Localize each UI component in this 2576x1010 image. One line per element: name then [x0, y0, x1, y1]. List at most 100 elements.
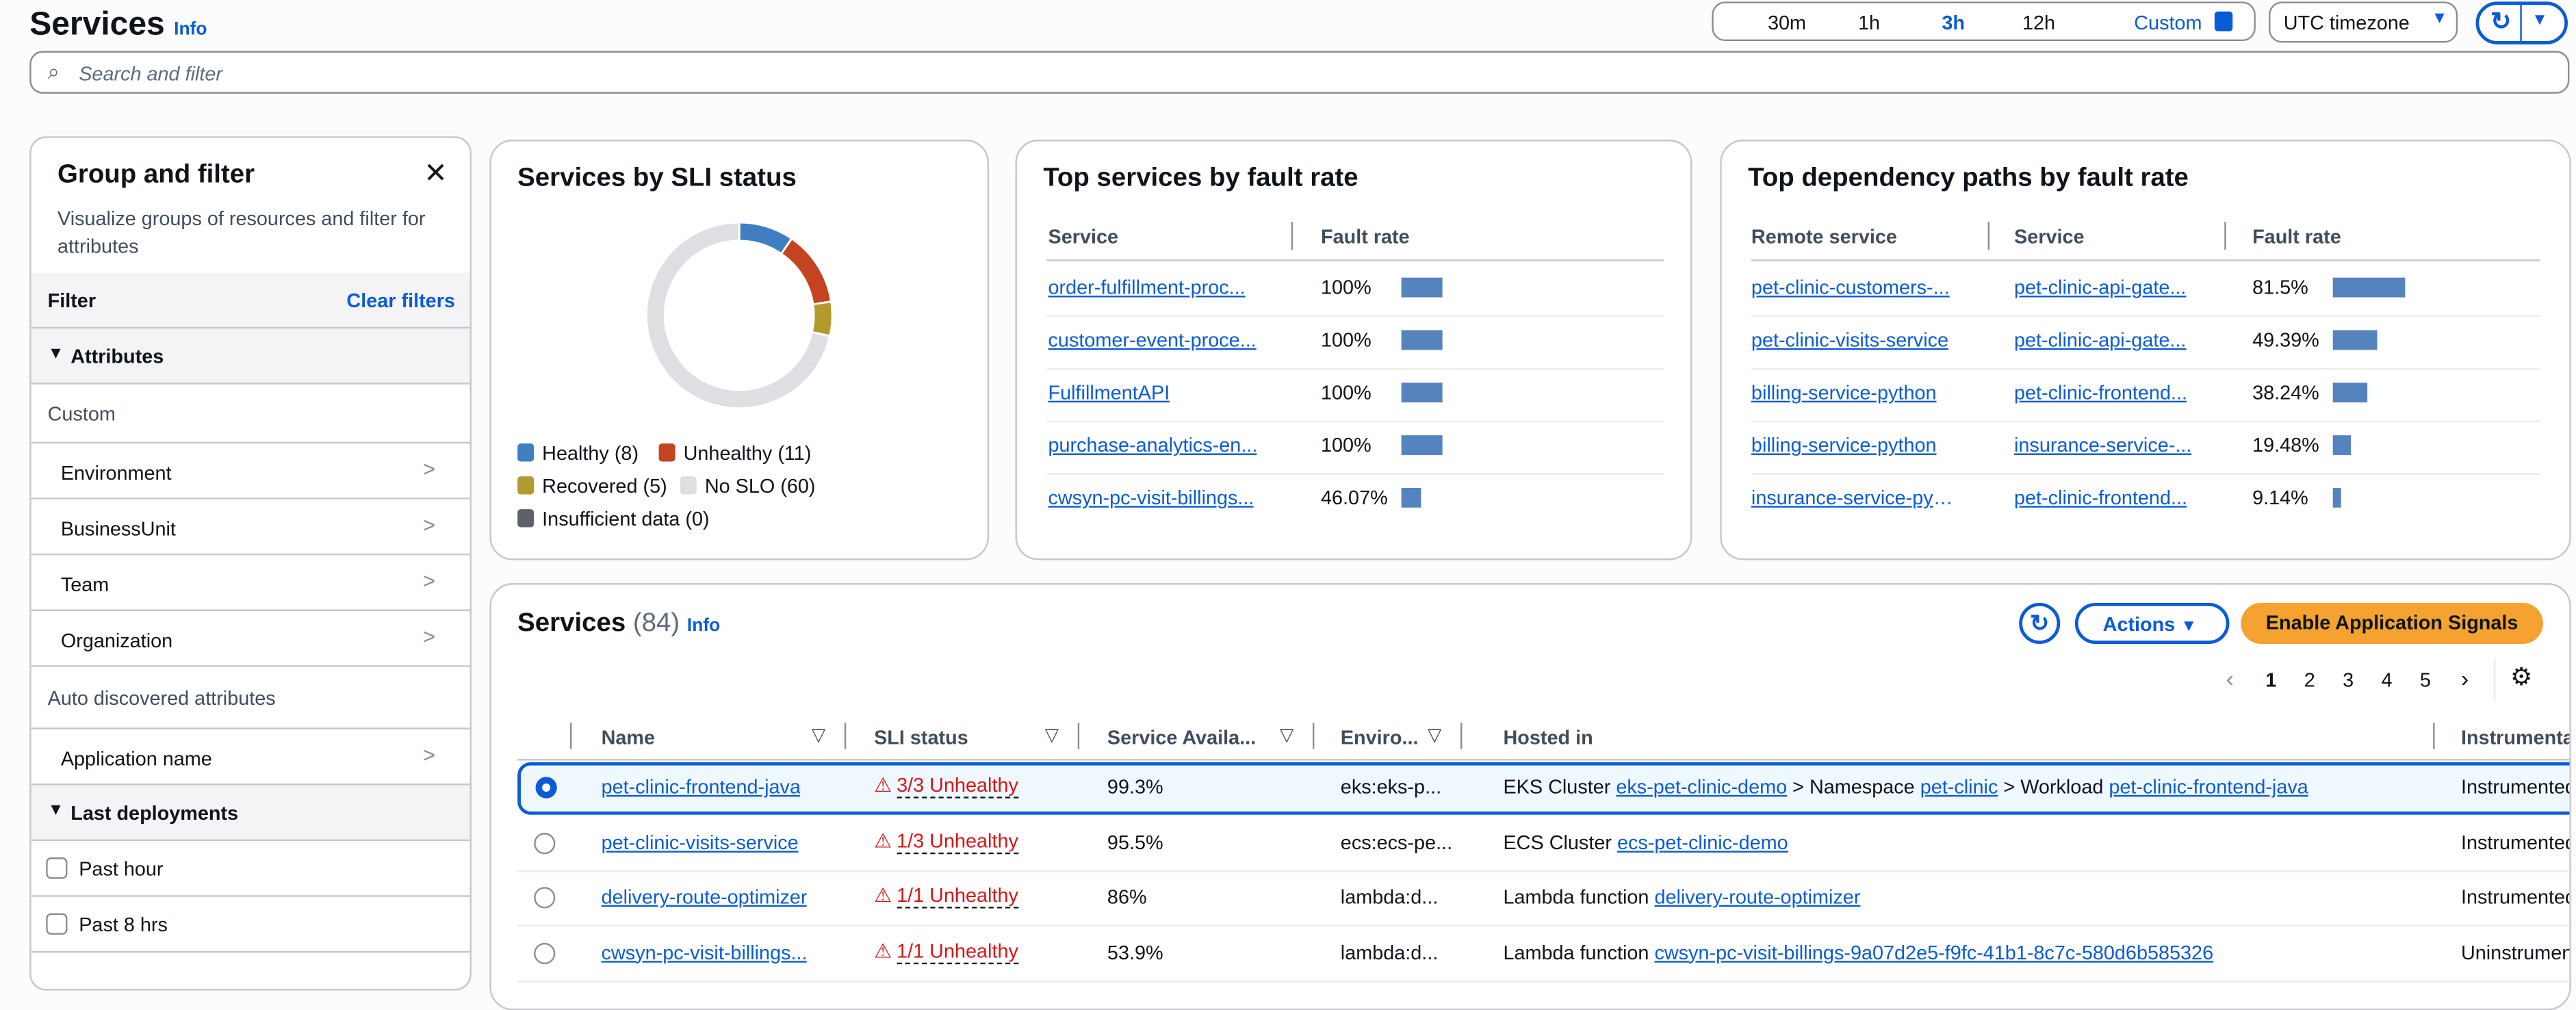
time-option-12h[interactable]: 12h	[2022, 11, 2056, 35]
fault-rate-bar	[2332, 383, 2367, 403]
remote-service-link[interactable]: billing-service-python	[1751, 380, 1937, 404]
info-link[interactable]: Info	[174, 19, 207, 40]
service-link[interactable]: insurance-service-...	[2014, 433, 2192, 457]
row-radio[interactable]	[535, 777, 557, 799]
hosted-resource-link[interactable]: eks-pet-clinic-demo	[1616, 775, 1788, 799]
close-icon[interactable]: ✕	[424, 157, 448, 190]
settings-gear-icon[interactable]: ⚙	[2510, 663, 2533, 692]
page-4-button[interactable]: 4	[2381, 669, 2393, 692]
legend-swatch	[680, 476, 697, 495]
service-link[interactable]: FulfillmentAPI	[1048, 380, 1170, 404]
service-link[interactable]: pet-clinic-frontend...	[2014, 486, 2188, 510]
column-header[interactable]: Instrumenta	[2460, 726, 2571, 749]
fault-rate-value: 19.48%	[2252, 433, 2319, 457]
donut-segment-unhealthy[interactable]	[782, 239, 830, 304]
previous-page-icon[interactable]: ‹	[2226, 665, 2234, 692]
sort-icon[interactable]: ▽	[811, 726, 826, 746]
refresh-icon[interactable]: ↻	[2490, 8, 2512, 36]
legend-swatch	[658, 443, 675, 462]
refresh-split-button[interactable]: ↻ ▼	[2475, 1, 2568, 44]
card-title: Services by SLI status	[517, 164, 797, 192]
column-header[interactable]: Service Availa...	[1107, 726, 1257, 749]
chevron-right-icon: >	[422, 568, 436, 593]
filter-item-environment[interactable]: Environment >	[31, 441, 470, 498]
sli-status: ⚠ 1/1 Unhealthy	[874, 883, 1018, 909]
service-link[interactable]: cwsyn-pc-visit-billings...	[1048, 486, 1254, 510]
sort-icon[interactable]: ▽	[1044, 726, 1059, 746]
filter-item-team[interactable]: Team >	[31, 553, 470, 610]
filter-past-8-hrs[interactable]: Past 8 hrs	[31, 895, 470, 951]
environment-value: lambda:d...	[1340, 940, 1439, 963]
last-deployments-section-toggle[interactable]: ▼ Last deployments	[31, 784, 470, 840]
remote-service-link[interactable]: billing-service-python	[1751, 433, 1937, 457]
filter-item-businessunit[interactable]: BusinessUnit >	[31, 497, 470, 554]
timezone-select[interactable]: UTC timezone ▼	[2269, 1, 2458, 43]
column-header[interactable]: Enviro...	[1340, 726, 1419, 749]
column-header[interactable]: Name	[601, 726, 656, 749]
time-option-custom[interactable]: Custom	[2134, 11, 2202, 35]
remote-service-link[interactable]: insurance-service-pyt...	[1751, 486, 1955, 510]
donut-segment-recovered[interactable]	[813, 302, 832, 335]
search-icon: ⌕	[47, 59, 60, 84]
table-row[interactable]: pet-clinic-visits-service ⚠ 1/3 Unhealthy 9…	[517, 817, 2569, 870]
service-link[interactable]: purchase-analytics-en...	[1048, 433, 1258, 457]
sort-icon[interactable]: ▽	[1279, 726, 1294, 746]
service-link[interactable]: customer-event-proce...	[1048, 328, 1257, 352]
donut-segment-healthy[interactable]	[740, 223, 790, 252]
caret-down-icon[interactable]: ▼	[2532, 11, 2548, 30]
checkbox[interactable]	[46, 857, 68, 879]
refresh-icon: ↻	[2030, 609, 2050, 636]
service-name-link[interactable]: cwsyn-pc-visit-billings...	[601, 940, 808, 963]
actions-dropdown-button[interactable]: Actions ▼	[2074, 602, 2230, 644]
warning-icon: ⚠	[874, 938, 892, 962]
time-option-3h[interactable]: 3h	[1942, 11, 1966, 35]
refresh-button[interactable]: ↻	[2019, 602, 2061, 644]
table-row[interactable]: delivery-route-optimizer ⚠ 1/1 Unhealthy 86…	[517, 872, 2569, 925]
page-1-button[interactable]: 1	[2265, 669, 2277, 692]
remote-service-link[interactable]: pet-clinic-visits-service	[1751, 328, 1949, 352]
sort-icon[interactable]: ▽	[1428, 726, 1442, 746]
column-header[interactable]: SLI status	[874, 726, 968, 749]
caret-down-icon: ▼	[47, 801, 64, 820]
filter-past-hour[interactable]: Past hour	[31, 839, 470, 896]
page-2-button[interactable]: 2	[2304, 669, 2315, 692]
page-3-button[interactable]: 3	[2343, 669, 2354, 692]
page-5-button[interactable]: 5	[2419, 669, 2431, 692]
service-name-link[interactable]: pet-clinic-frontend-java	[601, 775, 801, 799]
time-range-selector[interactable]: 30m 1h 3h 12h Custom	[1712, 1, 2256, 42]
attributes-section-toggle[interactable]: ▼ Attributes	[31, 326, 470, 383]
table-row[interactable]: pet-clinic-frontend-java ⚠ 3/3 Unhealthy 99…	[517, 762, 2570, 815]
search-input[interactable]: ⌕ Search and filter	[29, 51, 2570, 94]
sli-status: ⚠ 1/1 Unhealthy	[874, 938, 1018, 963]
hosted-resource-link[interactable]: delivery-route-optimizer	[1654, 885, 1861, 909]
table-row[interactable]: cwsyn-pc-visit-billings... ⚠ 1/1 Unhealthy…	[517, 927, 2569, 980]
warning-icon: ⚠	[874, 829, 892, 852]
enable-application-signals-button[interactable]: Enable Application Signals	[2241, 602, 2543, 644]
service-name-link[interactable]: pet-clinic-visits-service	[601, 830, 799, 854]
remote-service-link[interactable]: pet-clinic-customers-...	[1751, 276, 1950, 299]
service-link[interactable]: pet-clinic-api-gate...	[2014, 276, 2187, 299]
info-link[interactable]: Info	[686, 616, 721, 636]
hosted-resource-link[interactable]: cwsyn-pc-visit-billings-9a07d2e5-f9fc-41…	[1654, 940, 2214, 963]
next-page-icon[interactable]: ›	[2460, 665, 2469, 692]
service-link[interactable]: order-fulfillment-proc...	[1048, 276, 1246, 299]
filter-item-organization[interactable]: Organization >	[31, 609, 470, 666]
fault-rate-value: 100%	[1321, 276, 1371, 299]
time-option-30m[interactable]: 30m	[1767, 11, 1806, 35]
clear-filters-link[interactable]: Clear filters	[346, 289, 455, 313]
row-radio[interactable]	[534, 942, 556, 963]
service-link[interactable]: pet-clinic-frontend...	[2014, 380, 2188, 404]
hosted-resource-link[interactable]: ecs-pet-clinic-demo	[1617, 830, 1788, 854]
column-header[interactable]: Hosted in	[1503, 726, 1593, 749]
hosted-in: Lambda function cwsyn-pc-visit-billings-…	[1503, 940, 2214, 963]
checkbox[interactable]	[46, 913, 68, 935]
time-option-1h[interactable]: 1h	[1857, 11, 1881, 35]
hosted-resource-link[interactable]: pet-clinic-frontend-java	[2109, 775, 2308, 799]
filter-item-application-name[interactable]: Application name >	[31, 727, 470, 784]
row-radio[interactable]	[534, 887, 556, 909]
hosted-resource-link[interactable]: pet-clinic	[1920, 775, 1998, 799]
service-name-link[interactable]: delivery-route-optimizer	[601, 885, 808, 909]
caret-down-icon: ▼	[47, 345, 64, 363]
row-radio[interactable]	[534, 831, 556, 854]
service-link[interactable]: pet-clinic-api-gate...	[2014, 328, 2187, 352]
